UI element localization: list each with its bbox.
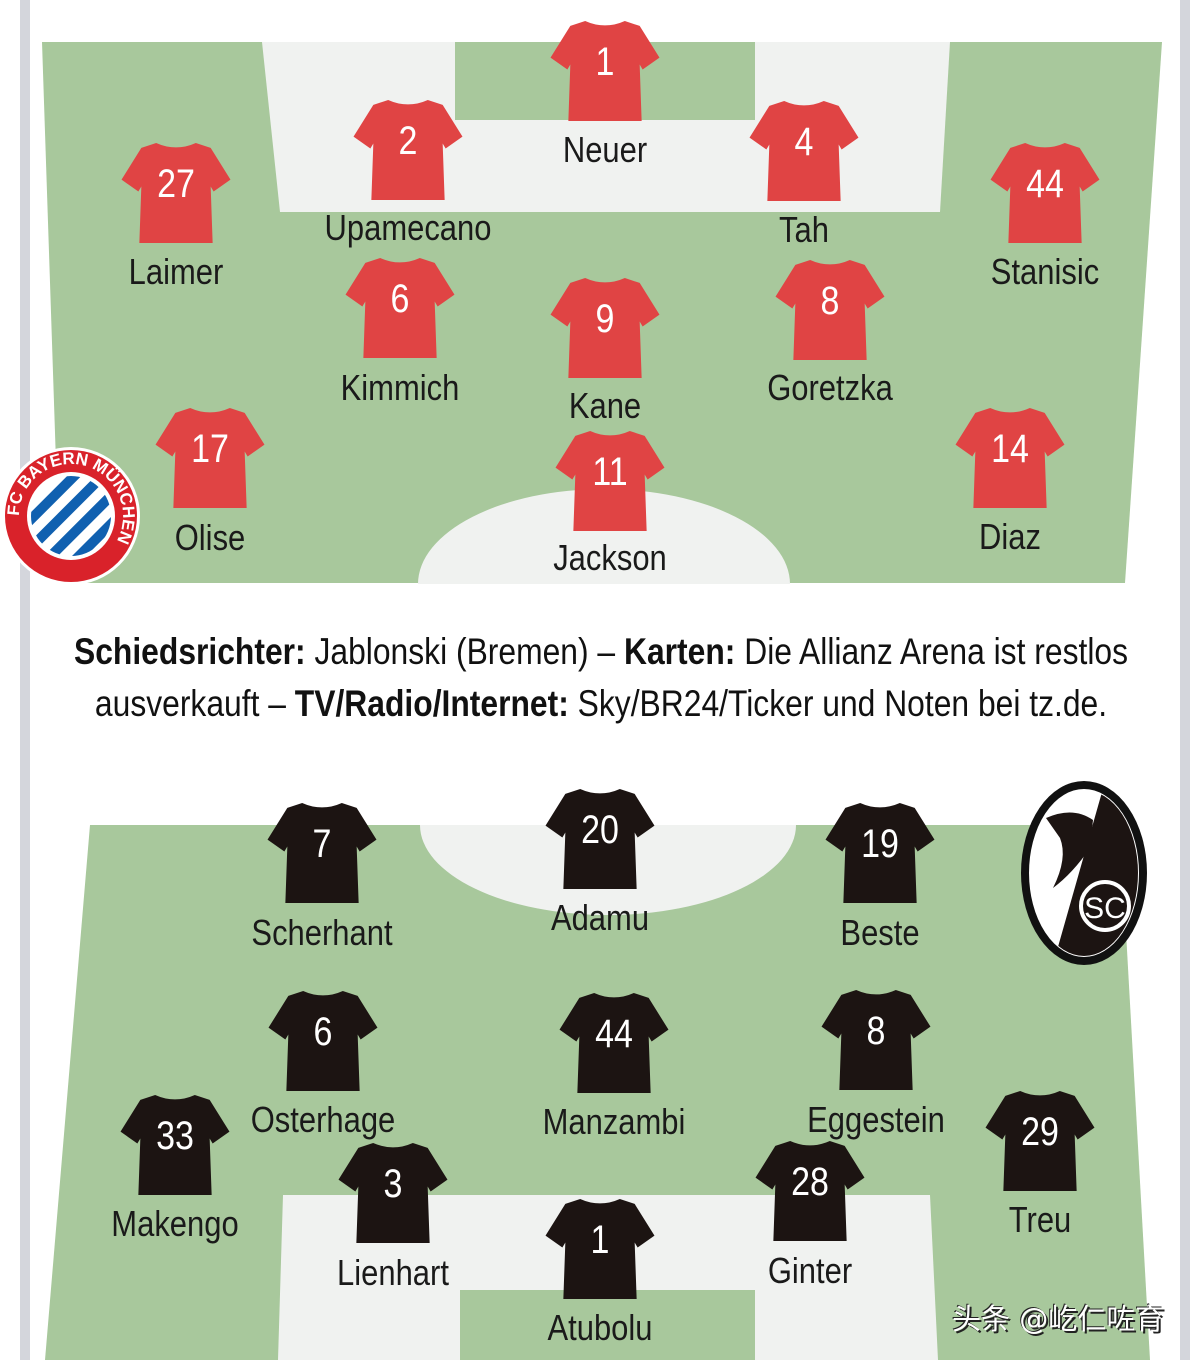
jersey-icon (268, 990, 378, 1092)
jersey-icon (353, 99, 463, 201)
jersey-number: 1 (595, 40, 615, 84)
jersey-number: 11 (592, 450, 628, 494)
player-name: Beste (840, 912, 920, 953)
svg-text:SC: SC (1084, 892, 1126, 925)
jersey-number: 27 (157, 162, 195, 206)
jersey-number: 29 (1021, 1110, 1059, 1154)
player-name: Goretzka (767, 367, 893, 408)
freiburg-logo: SC (1021, 781, 1147, 965)
jersey-icon (559, 992, 669, 1094)
referee-text: Jablonski (Bremen) – (305, 631, 624, 672)
player-name: Manzambi (542, 1101, 686, 1142)
jersey-number: 2 (398, 119, 418, 163)
player-name: Laimer (128, 251, 224, 292)
jersey-number: 20 (581, 808, 619, 852)
jersey-number: 3 (383, 1162, 403, 1206)
home-center-circle (418, 489, 790, 584)
jersey-icon (545, 788, 655, 890)
jersey-icon (120, 1094, 230, 1196)
jersey-icon (775, 259, 885, 361)
player-name: Atubolu (547, 1307, 653, 1348)
jersey-icon (990, 142, 1100, 244)
watermark: 头条 @屹仁咗育 (952, 1302, 1165, 1336)
tickets-label: Karten: (623, 631, 736, 672)
jersey-number: 19 (861, 822, 899, 866)
jersey-icon (121, 142, 231, 244)
jersey-icon (545, 1198, 655, 1300)
bayern-logo: FC BAYERN MÜNCHEN (2, 447, 140, 585)
jersey-number: 44 (595, 1012, 633, 1056)
jersey-number: 6 (390, 277, 410, 321)
player-name: Jackson (553, 537, 667, 578)
player-name: Osterhage (250, 1099, 396, 1140)
tickets-text: Die Allianz Arena ist restlos ausverkauf… (94, 631, 1129, 724)
jersey-icon (755, 1140, 865, 1242)
referee-label: Schiedsrichter: (73, 631, 306, 672)
jersey-number: 1 (590, 1218, 610, 1262)
jersey-icon (825, 802, 935, 904)
media-text: Sky/BR24/Ticker und Noten bei tz.de. (568, 683, 1108, 724)
player-name: Olise (174, 517, 246, 558)
player-name: Treu (1008, 1199, 1072, 1240)
jersey-icon (267, 802, 377, 904)
player-name: Lienhart (337, 1252, 449, 1293)
player-name: Kane (568, 385, 642, 426)
right-border (1180, 0, 1190, 1360)
match-info: Schiedsrichter: Jablonski (Bremen) – Kar… (40, 626, 1162, 730)
jersey-number: 6 (313, 1010, 333, 1054)
jersey-number: 9 (595, 297, 615, 341)
player-name: Upamecano (324, 207, 492, 248)
player-name: Neuer (562, 129, 648, 170)
jersey-icon (550, 20, 660, 122)
away-goal-area (460, 1290, 755, 1360)
player-name: Scherhant (251, 912, 393, 953)
player-name: Makengo (111, 1203, 239, 1244)
jersey-number: 7 (312, 822, 332, 866)
jersey-icon (955, 407, 1065, 509)
media-label: TV/Radio/Internet: (294, 683, 569, 724)
player-name: Diaz (979, 516, 1041, 557)
left-border (20, 0, 30, 1360)
jersey-number: 44 (1026, 162, 1064, 206)
jersey-number: 28 (791, 1160, 829, 1204)
jersey-number: 33 (156, 1114, 194, 1158)
jersey-icon (985, 1090, 1095, 1192)
jersey-number: 8 (820, 279, 840, 323)
jersey-number: 4 (794, 120, 814, 164)
player-name: Kimmich (340, 367, 460, 408)
jersey-number: 14 (991, 427, 1029, 471)
jersey-icon (821, 989, 931, 1091)
jersey-icon (550, 277, 660, 379)
jersey-icon (345, 257, 455, 359)
jersey-icon (749, 100, 859, 202)
player-name: Stanisic (990, 251, 1100, 292)
jersey-icon (338, 1142, 448, 1244)
jersey-number: 17 (191, 427, 229, 471)
player-name: Eggestein (807, 1099, 945, 1140)
jersey-icon (155, 407, 265, 509)
jersey-icon (555, 430, 665, 532)
player-name: Ginter (767, 1250, 853, 1291)
jersey-number: 8 (866, 1009, 886, 1053)
player-name: Adamu (550, 897, 650, 938)
player-name: Tah (779, 209, 829, 250)
